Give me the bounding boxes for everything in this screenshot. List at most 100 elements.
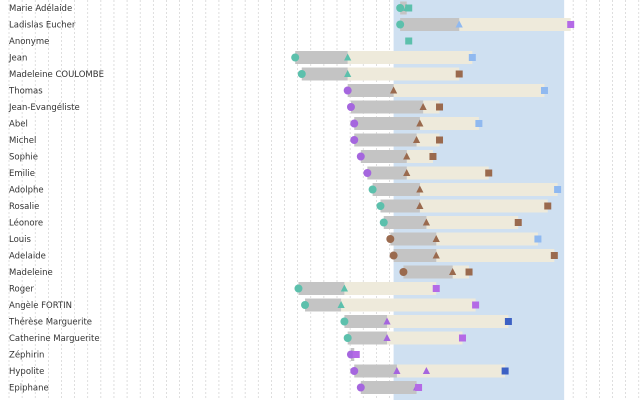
row-label: Anonyme <box>9 37 49 47</box>
mid-marker <box>383 334 391 341</box>
row-label: Adelaide <box>9 252 46 262</box>
gray-bar <box>298 282 345 295</box>
row-label: Jean-Evangéliste <box>8 102 80 113</box>
mid-marker <box>337 301 345 308</box>
end-marker <box>465 268 473 276</box>
end-marker <box>514 219 522 226</box>
gray-bar <box>372 183 420 196</box>
mid-marker <box>432 251 440 259</box>
start-marker <box>379 218 388 227</box>
end-marker <box>432 285 440 292</box>
beige-bar <box>406 166 489 180</box>
mid-marker <box>393 367 401 374</box>
row-label: Zéphirin <box>9 350 44 361</box>
row-label: Roger <box>9 285 34 295</box>
end-marker <box>567 21 575 28</box>
end-marker <box>429 153 437 160</box>
row-label: Madeleine COULOMBE <box>9 70 104 80</box>
mid-marker <box>455 20 463 28</box>
gray-bar <box>400 18 460 31</box>
start-marker <box>389 251 398 260</box>
gray-bar <box>354 133 417 147</box>
start-marker <box>368 185 377 194</box>
beige-bar <box>387 331 463 345</box>
gray-bar <box>347 84 394 97</box>
start-marker <box>386 235 395 243</box>
start-marker <box>346 103 355 111</box>
start-marker <box>301 301 310 309</box>
start-marker <box>356 383 365 392</box>
start-marker <box>291 53 300 62</box>
start-marker <box>297 70 306 78</box>
end-marker <box>455 70 463 78</box>
row-label: Ladislas Eucher <box>9 21 76 31</box>
gray-bar <box>354 364 397 378</box>
beige-bar <box>419 199 548 213</box>
start-marker <box>340 317 349 326</box>
beige-bar <box>436 249 555 262</box>
row-label: Sophie <box>9 153 38 163</box>
start-marker <box>363 169 372 177</box>
mid-marker <box>403 152 411 160</box>
row-label: Adolphe <box>9 186 44 196</box>
row-labels: Marie Adélaide Ladislas Eucher Anonyme Jean… <box>8 3 104 394</box>
mid-marker <box>416 202 424 209</box>
gray-bar <box>347 331 388 345</box>
mid-marker <box>390 86 398 94</box>
row-label: Hypolite <box>9 367 44 377</box>
end-marker <box>468 54 476 61</box>
mid-marker <box>340 284 348 292</box>
beige-bar <box>396 364 506 378</box>
row-label: Epiphane <box>9 384 49 394</box>
gray-bar <box>383 216 427 229</box>
end-marker <box>485 169 493 177</box>
beige-bar <box>419 183 558 196</box>
mid-marker <box>383 317 391 325</box>
start-marker <box>399 268 408 276</box>
gray-bar <box>354 117 420 130</box>
row-label: Emilie <box>9 169 35 179</box>
end-marker <box>415 384 423 391</box>
row-label: Léonore <box>9 218 43 229</box>
extra-marker <box>422 367 430 374</box>
row-label: Abel <box>9 120 28 130</box>
end-marker <box>475 120 483 127</box>
end-marker <box>534 235 542 243</box>
start-marker <box>350 367 359 375</box>
start-marker <box>356 152 365 161</box>
start-marker <box>343 334 352 342</box>
gray-bar <box>295 51 348 64</box>
mid-marker <box>412 136 421 143</box>
beige-bar <box>426 216 519 229</box>
start-marker <box>376 202 385 210</box>
row-label: Rosalie <box>9 202 39 212</box>
bars-layer <box>295 1 571 394</box>
end-marker <box>436 136 444 144</box>
beige-bar <box>341 298 476 312</box>
row-label: Louis <box>9 235 32 245</box>
gray-bar <box>344 315 388 328</box>
start-marker <box>350 136 359 144</box>
beige-bar <box>393 84 545 97</box>
gray-bar <box>380 199 420 213</box>
beige-bar <box>416 133 440 147</box>
end-marker <box>504 318 512 325</box>
markers-layer <box>291 4 575 392</box>
end-marker <box>544 202 552 210</box>
gray-bar <box>350 100 424 114</box>
mid-marker <box>416 119 424 127</box>
beige-bar <box>423 100 440 114</box>
mid-marker <box>432 235 440 242</box>
gray-bar <box>403 265 453 279</box>
beige-bar <box>459 18 571 31</box>
end-marker <box>405 4 413 12</box>
mid-marker <box>344 70 352 77</box>
end-marker <box>540 87 548 94</box>
mid-marker <box>422 218 430 226</box>
mid-marker <box>344 53 352 61</box>
row-label: Michel <box>9 136 36 146</box>
beige-bar <box>347 67 460 81</box>
gray-bar <box>360 150 407 163</box>
end-marker <box>472 301 480 309</box>
